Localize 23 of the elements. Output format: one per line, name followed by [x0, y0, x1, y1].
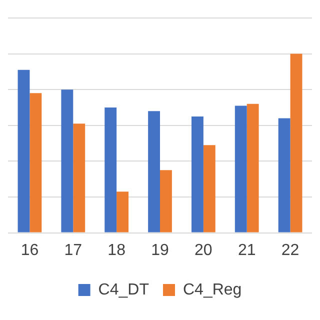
bar [191, 116, 204, 232]
bar [61, 90, 74, 232]
bar [203, 145, 216, 232]
bar [73, 124, 86, 232]
bar [160, 170, 172, 232]
x-tick-label: 17 [64, 242, 82, 259]
legend-label: C4_Reg [182, 281, 242, 298]
x-tick-label: 21 [238, 242, 256, 259]
bar [104, 108, 117, 232]
bar [148, 111, 160, 232]
bar [18, 70, 30, 232]
bar [234, 106, 247, 232]
bar [290, 54, 302, 232]
bar [116, 192, 129, 232]
x-tick-label: 20 [194, 242, 212, 259]
x-tick-label: 19 [151, 242, 169, 259]
bar [246, 104, 259, 232]
bar [278, 118, 290, 232]
x-tick-label: 22 [281, 242, 300, 259]
x-tick-label: 18 [108, 242, 126, 259]
bar [30, 93, 42, 232]
legend-label: C4_DT [98, 281, 150, 298]
x-tick-label: 16 [20, 242, 39, 259]
